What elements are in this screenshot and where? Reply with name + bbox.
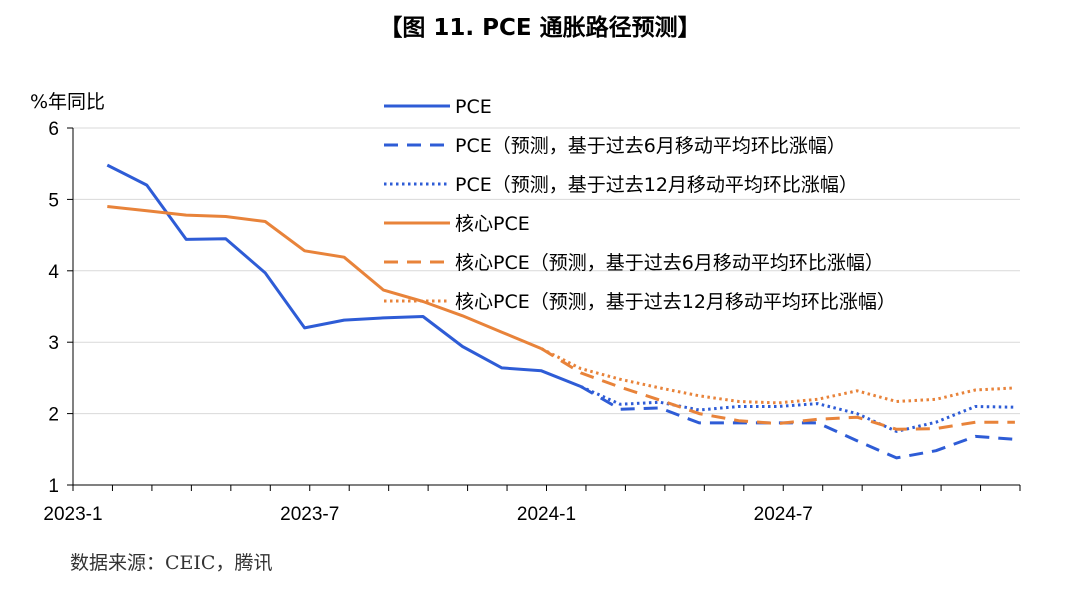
series-line-2 xyxy=(580,385,1015,433)
series-line-4 xyxy=(540,347,1015,431)
axes: 1 2 3 4 5 6 %年同比 2023-1 2023-7 2024-1 2024-7 xyxy=(30,91,1021,525)
gridlines xyxy=(73,127,1020,415)
legend-label-1: PCE（预测，基于过去6月移动平均环比涨幅） xyxy=(455,135,846,157)
legend-label-5: 核心PCE（预测，基于过去12月移动平均环比涨幅） xyxy=(455,291,896,313)
legend-label-3: 核心PCE xyxy=(455,213,530,235)
series-line-0 xyxy=(106,163,582,388)
series-line-5 xyxy=(540,347,1015,405)
chart-title: 【图 11. PCE 通胀路径预测】 xyxy=(379,15,701,41)
x-tick-label-2024-1: 2024-1 xyxy=(517,504,576,525)
legend-label-2: PCE（预测，基于过去12月移动平均环比涨幅） xyxy=(455,174,858,196)
legend: PCE PCE（预测，基于过去6月移动平均环比涨幅） PCE（预测，基于过去12月移… xyxy=(384,96,896,313)
y-axis-unit-label: %年同比 xyxy=(30,91,105,113)
y-tick-label-1: 1 xyxy=(48,476,59,497)
source-note: 数据来源：CEIC，腾讯 xyxy=(70,552,273,574)
x-tick-label-2023-1: 2023-1 xyxy=(43,504,102,525)
legend-label-4: 核心PCE（预测，基于过去6月移动平均环比涨幅） xyxy=(455,252,884,274)
x-tick-label-2023-7: 2023-7 xyxy=(280,504,339,525)
y-tick-label-2: 2 xyxy=(48,405,59,426)
series-lines xyxy=(106,163,1016,460)
y-tick-label-6: 6 xyxy=(48,119,59,140)
y-tick-label-3: 3 xyxy=(48,333,59,354)
y-tick-label-4: 4 xyxy=(48,262,59,283)
series-line-1 xyxy=(580,385,1016,460)
x-tick-label-2024-7: 2024-7 xyxy=(754,504,813,525)
y-tick-label-5: 5 xyxy=(48,190,59,211)
legend-label-0: PCE xyxy=(455,96,492,118)
series-line-3 xyxy=(107,205,542,350)
